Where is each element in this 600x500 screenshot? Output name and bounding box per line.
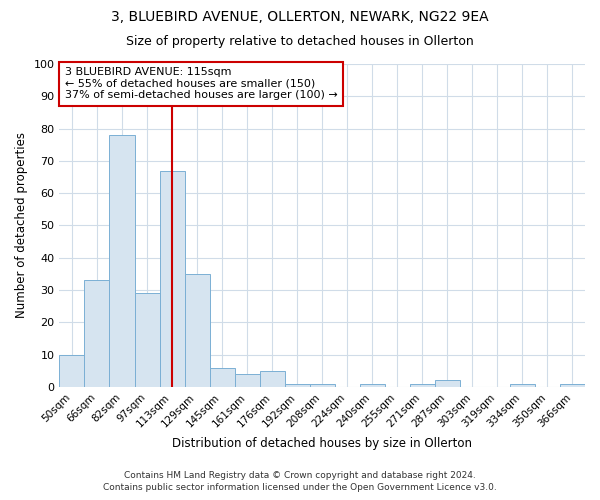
Bar: [235, 374, 260, 387]
Text: 3 BLUEBIRD AVENUE: 115sqm
← 55% of detached houses are smaller (150)
37% of semi: 3 BLUEBIRD AVENUE: 115sqm ← 55% of detac…: [65, 67, 337, 100]
Bar: [284, 384, 310, 387]
Bar: [360, 384, 385, 387]
Bar: [109, 135, 134, 387]
Text: 3, BLUEBIRD AVENUE, OLLERTON, NEWARK, NG22 9EA: 3, BLUEBIRD AVENUE, OLLERTON, NEWARK, NG…: [111, 10, 489, 24]
Text: Size of property relative to detached houses in Ollerton: Size of property relative to detached ho…: [126, 35, 474, 48]
Bar: [160, 170, 185, 387]
Bar: [310, 384, 335, 387]
X-axis label: Distribution of detached houses by size in Ollerton: Distribution of detached houses by size …: [172, 437, 472, 450]
Bar: [435, 380, 460, 387]
Bar: [134, 294, 160, 387]
Bar: [510, 384, 535, 387]
Text: Contains HM Land Registry data © Crown copyright and database right 2024.
Contai: Contains HM Land Registry data © Crown c…: [103, 471, 497, 492]
Bar: [560, 384, 585, 387]
Bar: [185, 274, 209, 387]
Bar: [59, 354, 85, 387]
Bar: [410, 384, 435, 387]
Bar: [260, 371, 284, 387]
Bar: [85, 280, 109, 387]
Y-axis label: Number of detached properties: Number of detached properties: [15, 132, 28, 318]
Bar: [209, 368, 235, 387]
